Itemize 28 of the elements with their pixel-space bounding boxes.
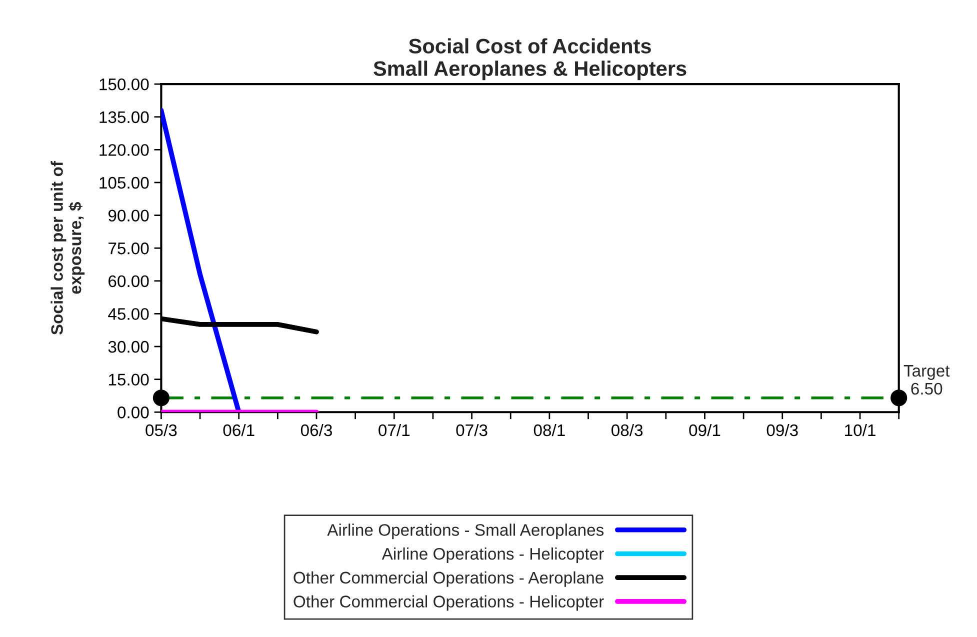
y-tick-label: 75.00 (108, 242, 149, 254)
x-tick-label: 07/1 (378, 424, 410, 436)
x-tick-label: 08/1 (534, 424, 565, 436)
x-tick-label: 07/3 (456, 424, 488, 436)
chart-title: Social Cost of Accidents Small Aeroplanes & Helicopters (374, 38, 686, 80)
x-tick-label: 09/3 (766, 424, 798, 436)
y-tick-label: 0.00 (118, 406, 149, 418)
y-tick-label: 30.00 (108, 340, 149, 353)
legend-label: Airline Operations - Small Aeroplanes (327, 524, 604, 540)
legend-label: Airline Operations - Helicopter (382, 548, 604, 564)
legend-label: Other Commercial Operations - Aeroplane (294, 571, 604, 587)
y-tick-label: 135.00 (100, 111, 149, 124)
y-tick-label: 45.00 (108, 308, 149, 320)
y-tick-label: 15.00 (108, 374, 149, 386)
x-tick-label: 09/1 (689, 424, 720, 436)
ref-line-label: Target 6.50 (904, 365, 950, 395)
y-axis-title: Social cost per unit of exposure, $ (50, 161, 85, 335)
x-tick-label: 05/3 (146, 424, 177, 436)
legend-label: Other Commercial Operations - Helicopter (294, 595, 604, 611)
y-tick-label: 90.00 (108, 210, 149, 222)
y-tick-label: 105.00 (100, 176, 149, 189)
x-tick-label: 10/1 (845, 424, 876, 436)
x-tick-label: 08/3 (612, 424, 643, 436)
x-tick-label: 06/1 (223, 424, 254, 436)
y-tick-label: 150.00 (100, 78, 149, 90)
y-tick-label: 60.00 (108, 275, 149, 288)
y-tick-label: 120.00 (100, 144, 149, 156)
x-tick-label: 06/3 (300, 424, 332, 436)
